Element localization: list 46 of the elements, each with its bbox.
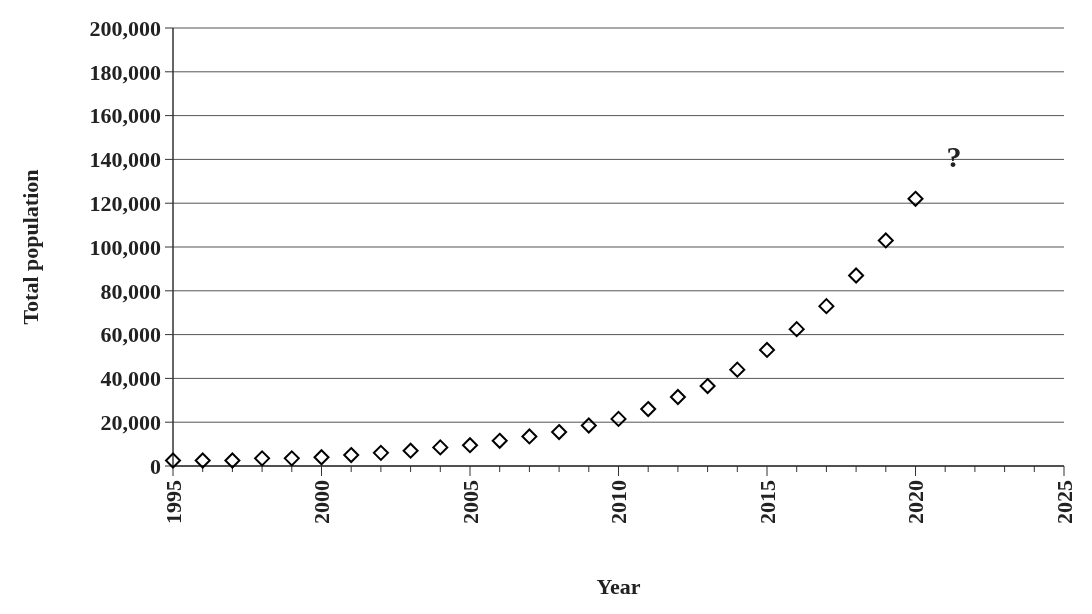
y-tick-label: 180,000 xyxy=(89,59,161,85)
point xyxy=(432,439,449,456)
x-axis-title: Year xyxy=(596,574,641,599)
point xyxy=(640,401,657,418)
x-tick-label: 1995 xyxy=(160,480,186,524)
y-tick-label: 20,000 xyxy=(100,409,161,435)
point xyxy=(759,341,775,358)
x-tick-label: 2000 xyxy=(309,480,335,524)
point xyxy=(877,232,894,249)
point xyxy=(313,449,330,466)
x-tick-label: 2010 xyxy=(606,480,632,524)
y-tick-label: 60,000 xyxy=(100,322,161,348)
point xyxy=(283,450,300,467)
point xyxy=(165,452,181,469)
y-axis-title: Total population xyxy=(17,169,43,325)
x-tick-label: 2025 xyxy=(1051,480,1077,524)
y-tick-label: 40,000 xyxy=(100,366,161,392)
point xyxy=(788,321,805,338)
x-tick-label: 2015 xyxy=(754,480,780,524)
point xyxy=(610,410,627,427)
y-tick-label: 0 xyxy=(150,453,161,479)
point xyxy=(699,378,716,395)
x-tick-label: 2005 xyxy=(457,480,483,524)
y-tick-label: 120,000 xyxy=(89,190,161,216)
point xyxy=(848,267,865,284)
y-tick-label: 160,000 xyxy=(89,103,161,129)
point xyxy=(580,417,597,434)
point xyxy=(194,452,211,469)
point xyxy=(729,361,746,378)
point xyxy=(402,442,419,459)
point xyxy=(343,447,360,464)
point xyxy=(669,389,686,406)
y-tick-label: 80,000 xyxy=(100,278,161,304)
y-tick-label: 140,000 xyxy=(89,147,161,173)
point xyxy=(491,432,508,449)
point xyxy=(551,424,568,441)
point xyxy=(818,298,835,315)
x-tick-label: 2020 xyxy=(903,480,929,524)
point xyxy=(462,437,478,454)
point xyxy=(224,452,241,469)
y-tick-label: 100,000 xyxy=(89,234,161,260)
point xyxy=(254,450,271,467)
point xyxy=(521,428,538,445)
point xyxy=(907,190,924,207)
y-tick-label: 200,000 xyxy=(89,15,161,41)
point xyxy=(372,444,389,461)
